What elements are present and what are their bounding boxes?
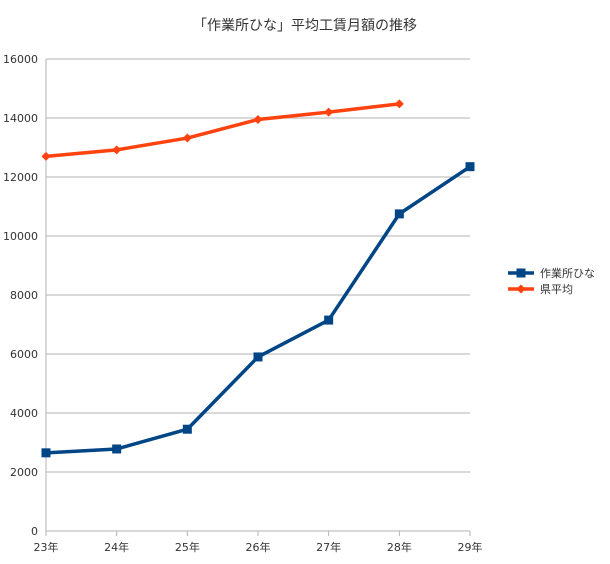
- x-tick-label: 25年: [175, 540, 200, 554]
- x-tick-label: 24年: [104, 540, 129, 554]
- data-point-series-1: [324, 315, 334, 325]
- x-tick-label: 27年: [316, 540, 341, 554]
- y-tick-label: 8000: [10, 289, 38, 302]
- data-point-series-2: [253, 114, 263, 124]
- data-point-series-2: [112, 145, 122, 155]
- data-point-series-1: [465, 162, 475, 172]
- grid-lines: [46, 58, 470, 532]
- legend-marker: [516, 284, 526, 294]
- data-point-series-1: [394, 209, 404, 219]
- legend-label: 県平均: [540, 283, 573, 296]
- chart-title: 「作業所ひな」平均工賃月額の推移: [193, 18, 417, 34]
- y-tick-label: 6000: [10, 348, 38, 361]
- data-point-series-1: [41, 448, 51, 458]
- data-point-series-1: [112, 444, 122, 454]
- series-line-2: [45, 102, 400, 159]
- x-tick-label: 26年: [246, 540, 271, 554]
- y-tick-label: 4000: [10, 407, 38, 420]
- y-tick-label: 2000: [10, 466, 38, 479]
- y-tick-label: 0: [31, 525, 38, 538]
- x-tick-label: 28年: [387, 540, 412, 554]
- data-point-series-2: [394, 99, 404, 109]
- y-tick-label: 14000: [3, 112, 38, 125]
- y-tick-label: 10000: [3, 230, 38, 243]
- series-lines: [41, 99, 475, 458]
- data-point-series-2: [182, 133, 192, 143]
- data-point-series-1: [182, 424, 192, 434]
- data-point-series-1: [253, 352, 263, 362]
- x-tick-label: 29年: [458, 540, 483, 554]
- y-tick-label: 12000: [3, 171, 38, 184]
- y-tick-label: 16000: [3, 53, 38, 66]
- axes: [45, 59, 471, 536]
- data-point-series-2: [324, 107, 334, 117]
- x-tick-label: 23年: [34, 540, 59, 554]
- legend-label: 作業所ひな: [540, 267, 595, 280]
- data-point-series-2: [41, 151, 51, 161]
- y-tick-labels: 0 2000 4000 6000 8000 10000 12000 14000 16000: [3, 53, 38, 538]
- series-line-1: [45, 165, 471, 455]
- legend-marker: [516, 268, 526, 278]
- x-tick-labels: 23年 24年 25年 26年 27年 28年 29年: [34, 540, 483, 554]
